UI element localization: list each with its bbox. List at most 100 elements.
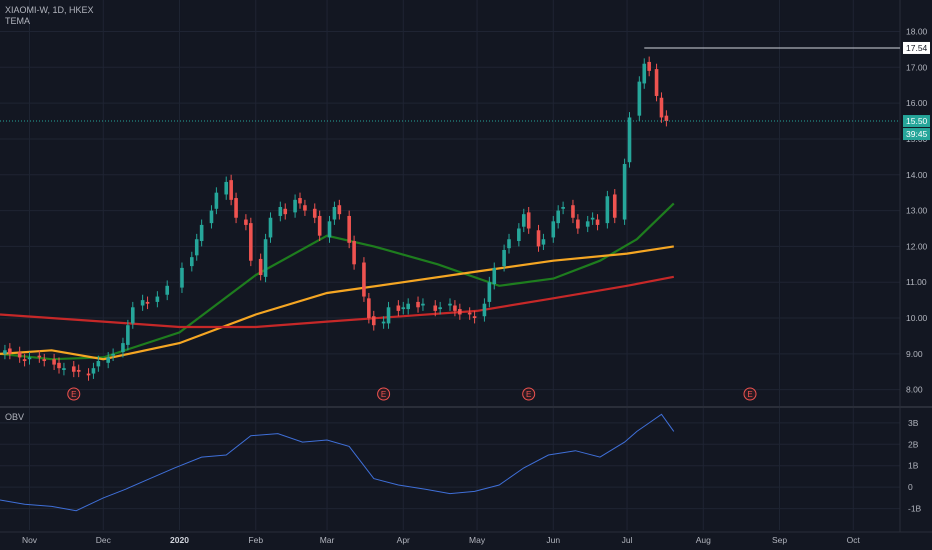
x-tick-label: Apr xyxy=(397,535,410,545)
y-tick-label: 11.00 xyxy=(906,277,927,287)
candle-body xyxy=(381,321,386,324)
earnings-marker-label: E xyxy=(747,390,752,399)
candle-body xyxy=(438,307,442,310)
x-tick-label: Aug xyxy=(696,535,711,545)
candle-body xyxy=(556,210,560,224)
candle-body xyxy=(298,198,302,204)
candle-body xyxy=(303,205,307,211)
candle-body xyxy=(42,359,47,362)
earnings-marker xyxy=(743,387,757,401)
candle-body xyxy=(487,282,492,302)
candle-body xyxy=(362,262,366,297)
earnings-marker xyxy=(377,387,391,401)
candle-body xyxy=(180,267,184,288)
obv-y-tick-label: 3B xyxy=(908,418,919,428)
candle-body xyxy=(194,239,199,256)
candle-body xyxy=(416,301,420,308)
candle-body xyxy=(664,115,669,122)
y-tick-label: 9.00 xyxy=(906,349,923,359)
candle-body xyxy=(347,215,351,243)
candle-body xyxy=(371,316,376,326)
earnings-marker-label: E xyxy=(381,390,386,399)
x-tick-label: Jun xyxy=(546,535,560,545)
x-tick-label: Mar xyxy=(320,535,335,545)
candle-body xyxy=(654,69,659,96)
candle-body xyxy=(37,355,42,358)
candle-body xyxy=(396,305,401,311)
candle-body xyxy=(96,361,101,367)
candle-body xyxy=(111,353,115,356)
candle-body xyxy=(406,303,410,310)
candle-body xyxy=(659,97,664,118)
candle-body xyxy=(337,205,342,215)
candle-body xyxy=(258,258,263,276)
candle-body xyxy=(27,357,32,360)
obv-legend: OBV xyxy=(5,412,24,423)
candle-body xyxy=(249,223,253,261)
obv-y-tick-label: 0 xyxy=(908,482,913,492)
candle-body xyxy=(165,285,170,295)
candle-body xyxy=(17,352,22,358)
candle-body xyxy=(627,117,632,163)
candle-body xyxy=(244,219,248,225)
candle-body xyxy=(283,208,288,215)
candle-body xyxy=(332,207,337,220)
last-price-tag xyxy=(903,115,930,128)
candle-body xyxy=(57,362,61,369)
candle-body xyxy=(199,224,204,242)
candle-body xyxy=(155,296,160,302)
y-tick-label: 10.00 xyxy=(906,313,928,323)
x-tick-label: Jul xyxy=(622,535,633,545)
candle-body xyxy=(312,208,317,218)
candle-body xyxy=(130,307,135,324)
x-tick-label: Sep xyxy=(772,535,787,545)
candle-body xyxy=(612,194,617,218)
candle-body xyxy=(121,343,125,353)
candle-body xyxy=(571,205,575,218)
candle-body xyxy=(126,325,130,345)
earnings-marker xyxy=(522,387,536,401)
candle-body xyxy=(647,61,651,71)
high-price-tag xyxy=(903,41,930,54)
candle-body xyxy=(62,368,66,370)
earnings-marker xyxy=(67,387,81,401)
x-tick-label: Dec xyxy=(96,535,112,545)
candle-body xyxy=(214,192,219,209)
high-price-label: 17.54 xyxy=(906,43,928,53)
candle-body xyxy=(536,230,541,247)
candle-body xyxy=(106,357,110,363)
ma-line-ma_fast xyxy=(0,202,675,361)
countdown-label: 39:45 xyxy=(906,129,928,139)
y-tick-label: 14.00 xyxy=(906,170,928,180)
candle-body xyxy=(453,305,457,311)
candle-body xyxy=(492,267,497,285)
candle-body xyxy=(22,359,27,362)
countdown-tag xyxy=(903,128,930,141)
candle-body xyxy=(467,312,472,315)
indicator-label[interactable]: TEMA xyxy=(5,16,31,26)
candle-body xyxy=(71,366,76,372)
candle-body xyxy=(91,368,96,374)
candle-body xyxy=(367,298,371,319)
candle-body xyxy=(605,196,610,224)
candle-body xyxy=(352,241,356,265)
candle-body xyxy=(551,221,556,238)
candle-body xyxy=(224,181,229,195)
candle-body xyxy=(433,305,438,311)
x-tick-label: Oct xyxy=(847,535,861,545)
obv-title[interactable]: OBV xyxy=(5,412,25,422)
x-tick-label: 2020 xyxy=(170,535,189,545)
earnings-marker-label: E xyxy=(526,390,531,399)
candle-body xyxy=(234,198,238,218)
obv-y-tick-label: 2B xyxy=(908,439,919,449)
candle-body xyxy=(401,307,406,310)
candle-body xyxy=(327,221,332,238)
earnings-marker-label: E xyxy=(71,390,76,399)
candle-body xyxy=(8,348,12,354)
y-tick-label: 17.00 xyxy=(906,62,928,72)
candle-body xyxy=(268,217,273,238)
candle-body xyxy=(521,214,526,227)
symbol-title[interactable]: XIAOMI-W, 1D, HKEX xyxy=(5,5,94,15)
x-tick-label: Feb xyxy=(248,535,263,545)
